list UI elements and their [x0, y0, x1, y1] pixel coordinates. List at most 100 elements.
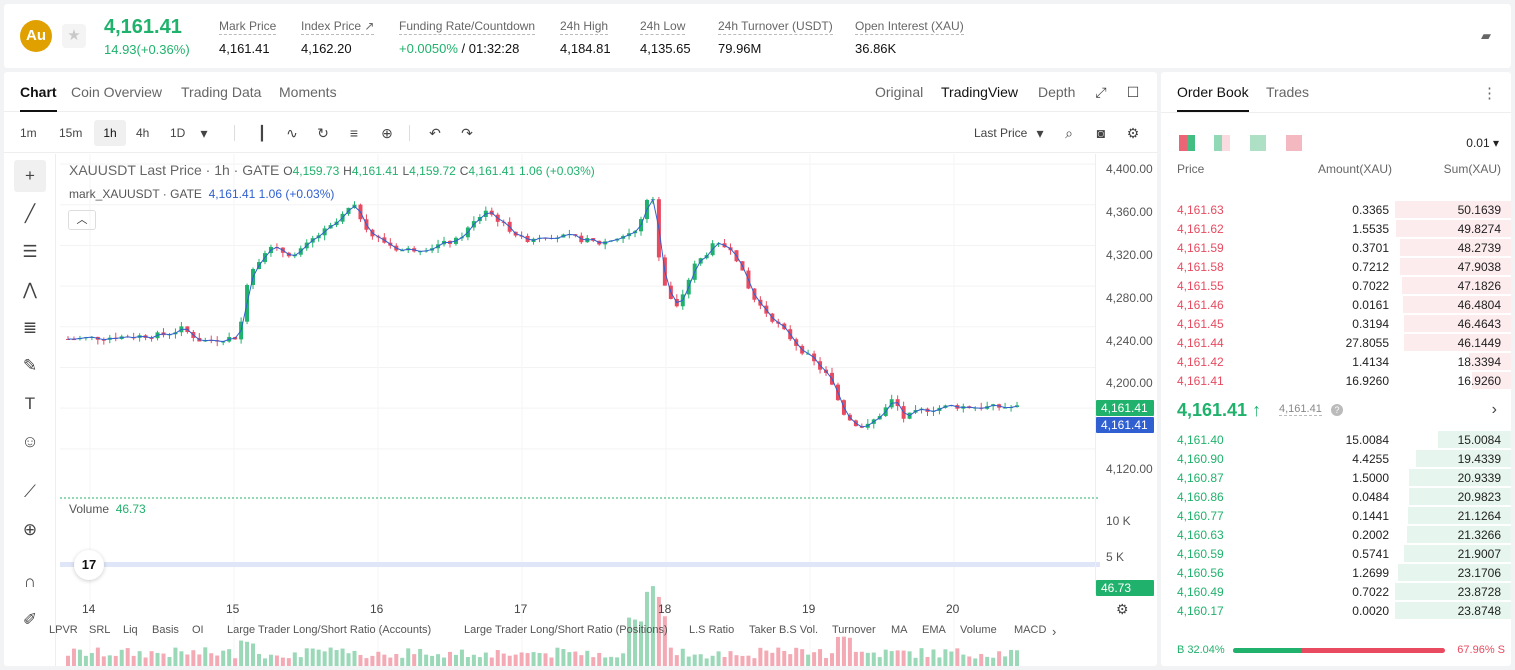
chevron-down-icon[interactable]: ▾: [1036, 125, 1044, 141]
volume-axis-label: 10 K: [1106, 514, 1131, 528]
bid-row[interactable]: 4,160.86 0.0484 20.9823: [1161, 487, 1511, 506]
ruler-icon[interactable]: ⟋: [24, 482, 36, 501]
magnet-icon[interactable]: ∩: [23, 572, 37, 591]
brush-icon[interactable]: ✎: [22, 356, 38, 375]
tab-order-book[interactable]: Order Book: [1177, 84, 1249, 112]
chevron-right-icon[interactable]: ›: [1491, 401, 1497, 418]
row-sum: 16.9260: [1457, 374, 1501, 388]
collapse-legend-button[interactable]: ︿: [68, 210, 96, 230]
indicator-basis[interactable]: Basis: [152, 624, 179, 636]
text-icon[interactable]: T: [24, 394, 36, 413]
book-icon[interactable]: ▰: [1481, 28, 1491, 43]
indicator-lpvr[interactable]: LPVR: [49, 624, 78, 636]
candlestick-chart[interactable]: [60, 154, 1100, 666]
candles-icon[interactable]: ┃: [257, 125, 267, 141]
timeframe-1d[interactable]: 1D: [170, 126, 186, 140]
bid-row[interactable]: 4,160.49 0.7022 23.8728: [1161, 582, 1511, 601]
tab-coin-overview[interactable]: Coin Overview: [71, 84, 163, 100]
indicator-srl[interactable]: SRL: [89, 624, 111, 636]
ask-row[interactable]: 4,161.58 0.7212 47.9038: [1161, 257, 1511, 276]
ask-row[interactable]: 4,161.59 0.3701 48.2739: [1161, 238, 1511, 257]
axis-settings-icon[interactable]: ⚙: [1116, 601, 1129, 617]
ask-row[interactable]: 4,161.42 1.4134 18.3394: [1161, 352, 1511, 371]
ask-row[interactable]: 4,161.55 0.7022 47.1826: [1161, 276, 1511, 295]
indicator-taker-vol[interactable]: Taker B.S Vol.: [749, 624, 819, 636]
bid-row[interactable]: 4,161.40 15.0084 15.0084: [1161, 430, 1511, 449]
indicator-lt-positions[interactable]: Large Trader Long/Short Ratio (Positions…: [464, 624, 668, 636]
redo-icon[interactable]: ↷: [461, 125, 473, 141]
view-tradingview[interactable]: TradingView: [941, 84, 1019, 100]
row-sum: 23.8748: [1457, 604, 1501, 618]
ask-row[interactable]: 4,161.44 27.8055 46.1449: [1161, 333, 1511, 352]
pattern-icon[interactable]: ⋀: [23, 280, 37, 299]
window-icon[interactable]: ☐: [1126, 84, 1140, 100]
stat-label: Funding Rate/Countdown: [399, 19, 536, 35]
view-original[interactable]: Original: [875, 84, 924, 100]
bid-row[interactable]: 4,160.17 0.0020 23.8748: [1161, 601, 1511, 620]
tick-size-select[interactable]: 0.01 ▾: [1466, 136, 1499, 150]
view-bids-only-icon[interactable]: [1250, 135, 1266, 151]
indicator-ema[interactable]: EMA: [922, 624, 946, 636]
bid-row[interactable]: 4,160.63 0.2002 21.3266: [1161, 525, 1511, 544]
chevron-right-icon[interactable]: ›: [1052, 624, 1057, 639]
undo-icon[interactable]: ↶: [429, 125, 441, 141]
horizontal-lines-icon[interactable]: ☰: [22, 242, 38, 261]
ask-row[interactable]: 4,161.45 0.3194 46.4643: [1161, 314, 1511, 333]
volume-bar: [788, 654, 793, 666]
tab-trading-data[interactable]: Trading Data: [181, 84, 262, 100]
timeframe-15m[interactable]: 15m: [59, 126, 83, 140]
chevron-down-icon[interactable]: ▾: [200, 125, 208, 141]
fib-icon[interactable]: ≣: [22, 318, 38, 337]
indicators-icon[interactable]: ∿: [286, 125, 298, 141]
ask-row[interactable]: 4,161.41 16.9260 16.9260: [1161, 371, 1511, 390]
zoom-in-icon[interactable]: ⊕: [22, 520, 38, 539]
emoji-icon[interactable]: ☺: [21, 432, 39, 451]
info-icon[interactable]: ?: [1331, 404, 1343, 416]
price-mode-select[interactable]: Last Price: [974, 126, 1028, 140]
expand-icon[interactable]: ⤢: [1095, 84, 1107, 100]
tab-trades[interactable]: Trades: [1266, 84, 1310, 100]
pencil-icon[interactable]: ✐: [22, 610, 38, 629]
bid-row[interactable]: 4,160.87 1.5000 20.9339: [1161, 468, 1511, 487]
volume-bar: [89, 653, 94, 666]
more-icon[interactable]: ⋮: [1482, 85, 1497, 102]
search-icon[interactable]: ⌕: [1065, 125, 1073, 141]
view-asks-icon[interactable]: [1286, 135, 1302, 151]
layout-icon[interactable]: ≡: [349, 125, 359, 141]
ask-row[interactable]: 4,161.63 0.3365 50.1639: [1161, 200, 1511, 219]
trend-line-icon[interactable]: ╱: [24, 204, 36, 223]
indicator-macd[interactable]: MACD: [1014, 624, 1047, 636]
bid-row[interactable]: 4,160.59 0.5741 21.9007: [1161, 544, 1511, 563]
timeframe-1h[interactable]: 1h: [94, 120, 126, 146]
indicator-turnover[interactable]: Turnover: [832, 624, 876, 636]
indicator-volume[interactable]: Volume: [960, 624, 997, 636]
indicator-lt-accounts[interactable]: Large Trader Long/Short Ratio (Accounts): [227, 624, 432, 636]
bid-row[interactable]: 4,160.56 1.2699 23.1706: [1161, 563, 1511, 582]
volume-bar: [794, 647, 799, 666]
stat-index-price[interactable]: Index Price ↗ 4,162.20: [301, 18, 375, 56]
view-both-icon[interactable]: [1179, 135, 1195, 151]
camera-icon[interactable]: ◙: [1096, 125, 1106, 141]
ask-row[interactable]: 4,161.46 0.0161 46.4804: [1161, 295, 1511, 314]
tab-moments[interactable]: Moments: [279, 84, 337, 100]
indicator-ls-ratio[interactable]: L.S Ratio: [689, 624, 735, 636]
tab-chart[interactable]: Chart: [20, 84, 57, 112]
crosshair-icon[interactable]: +: [14, 160, 46, 192]
view-bids-icon[interactable]: [1214, 135, 1230, 151]
indicator-oi[interactable]: OI: [192, 624, 204, 636]
replay-icon[interactable]: ↻: [317, 125, 329, 141]
timeframe-4h[interactable]: 4h: [136, 126, 150, 140]
stat-label: Open Interest (XAU): [855, 19, 964, 35]
add-icon[interactable]: ⊕: [381, 125, 393, 141]
bid-row[interactable]: 4,160.90 4.4255 19.4339: [1161, 449, 1511, 468]
countdown-value: / 01:32:28: [457, 41, 520, 56]
bid-row[interactable]: 4,160.77 0.1441 21.1264: [1161, 506, 1511, 525]
timeframe-1m[interactable]: 1m: [20, 126, 37, 140]
view-depth[interactable]: Depth: [1038, 84, 1076, 100]
indicator-liq[interactable]: Liq: [123, 624, 138, 636]
gear-icon[interactable]: ⚙: [1126, 125, 1140, 141]
volume-bar: [513, 654, 518, 666]
favorite-star-icon[interactable]: ★: [62, 24, 86, 48]
ask-row[interactable]: 4,161.62 1.5535 49.8274: [1161, 219, 1511, 238]
indicator-ma[interactable]: MA: [891, 624, 908, 636]
